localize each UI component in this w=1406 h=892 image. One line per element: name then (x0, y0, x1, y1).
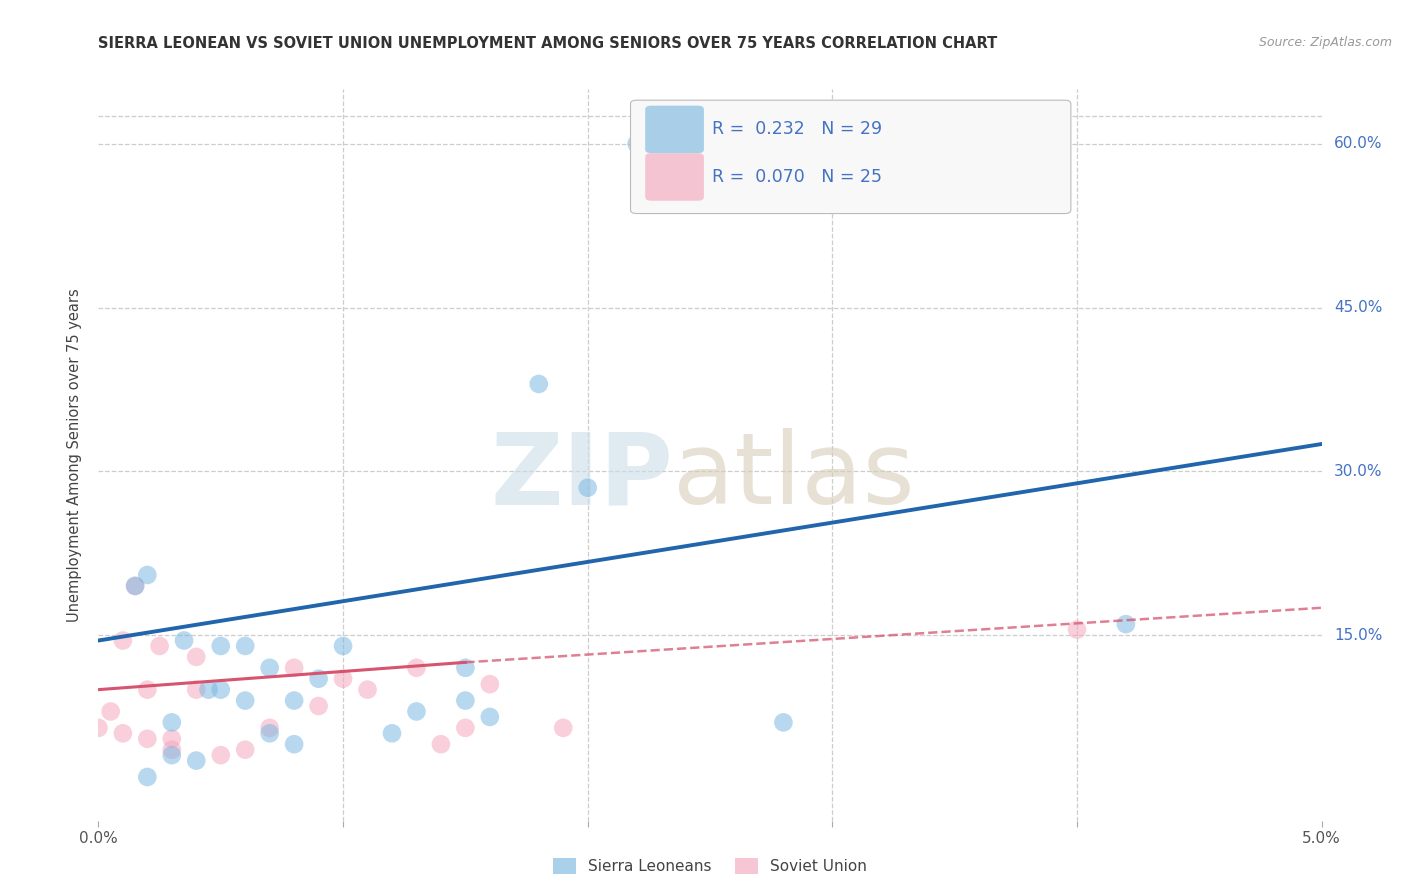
Point (233, 693, 256, 707)
Text: 15.0%: 15.0% (1334, 628, 1382, 642)
Point (124, 579, 146, 593)
Point (259, 721, 281, 735)
Text: ZIP: ZIP (491, 428, 673, 525)
Point (308, 672, 330, 686)
Point (111, 633, 134, 648)
Text: Source: ZipAtlas.com: Source: ZipAtlas.com (1258, 36, 1392, 49)
Point (478, 677, 501, 691)
Point (87, 721, 110, 735)
Point (209, 748, 232, 763)
Point (173, 633, 195, 648)
Point (136, 770, 159, 784)
Point (1066, 623, 1088, 637)
Point (209, 639, 232, 653)
Point (381, 726, 404, 740)
Point (124, 579, 146, 593)
Point (405, 705, 427, 719)
Point (160, 742, 183, 756)
FancyBboxPatch shape (645, 105, 704, 153)
Point (332, 672, 354, 686)
Point (454, 661, 477, 675)
Text: SIERRA LEONEAN VS SOVIET UNION UNEMPLOYMENT AMONG SENIORS OVER 75 YEARS CORRELAT: SIERRA LEONEAN VS SOVIET UNION UNEMPLOYM… (98, 36, 998, 51)
Point (454, 693, 477, 707)
Text: 45.0%: 45.0% (1334, 300, 1382, 315)
Text: 60.0%: 60.0% (1334, 136, 1382, 152)
Point (136, 682, 159, 697)
Point (553, 721, 575, 735)
Point (576, 481, 599, 495)
Point (478, 710, 501, 724)
Point (100, 705, 122, 719)
Point (186, 649, 208, 664)
Point (283, 737, 305, 751)
Legend: Sierra Leoneans, Soviet Union: Sierra Leoneans, Soviet Union (548, 854, 872, 879)
FancyBboxPatch shape (630, 100, 1071, 213)
Point (197, 682, 219, 697)
Point (136, 568, 159, 582)
Point (259, 726, 281, 740)
Point (259, 661, 281, 675)
Point (233, 742, 256, 756)
Text: R =  0.070   N = 25: R = 0.070 N = 25 (713, 168, 883, 186)
Text: 30.0%: 30.0% (1334, 464, 1382, 479)
Point (430, 737, 453, 751)
Point (405, 661, 427, 675)
Text: R =  0.232   N = 29: R = 0.232 N = 29 (713, 120, 883, 138)
Point (527, 376, 550, 391)
FancyBboxPatch shape (645, 153, 704, 201)
Point (111, 726, 134, 740)
Point (699, 115, 721, 129)
Point (160, 715, 183, 730)
Point (332, 639, 354, 653)
Point (454, 721, 477, 735)
Point (186, 682, 208, 697)
Y-axis label: Unemployment Among Seniors over 75 years: Unemployment Among Seniors over 75 years (67, 288, 83, 622)
Point (136, 731, 159, 746)
Point (283, 693, 305, 707)
Point (626, 136, 648, 151)
Point (209, 682, 232, 697)
Point (186, 754, 208, 768)
Point (1115, 617, 1137, 632)
Point (160, 748, 183, 763)
Point (308, 698, 330, 713)
Point (160, 731, 183, 746)
Point (233, 639, 256, 653)
Point (149, 639, 172, 653)
Text: atlas: atlas (673, 428, 915, 525)
Point (283, 661, 305, 675)
Point (772, 715, 794, 730)
Point (356, 682, 378, 697)
